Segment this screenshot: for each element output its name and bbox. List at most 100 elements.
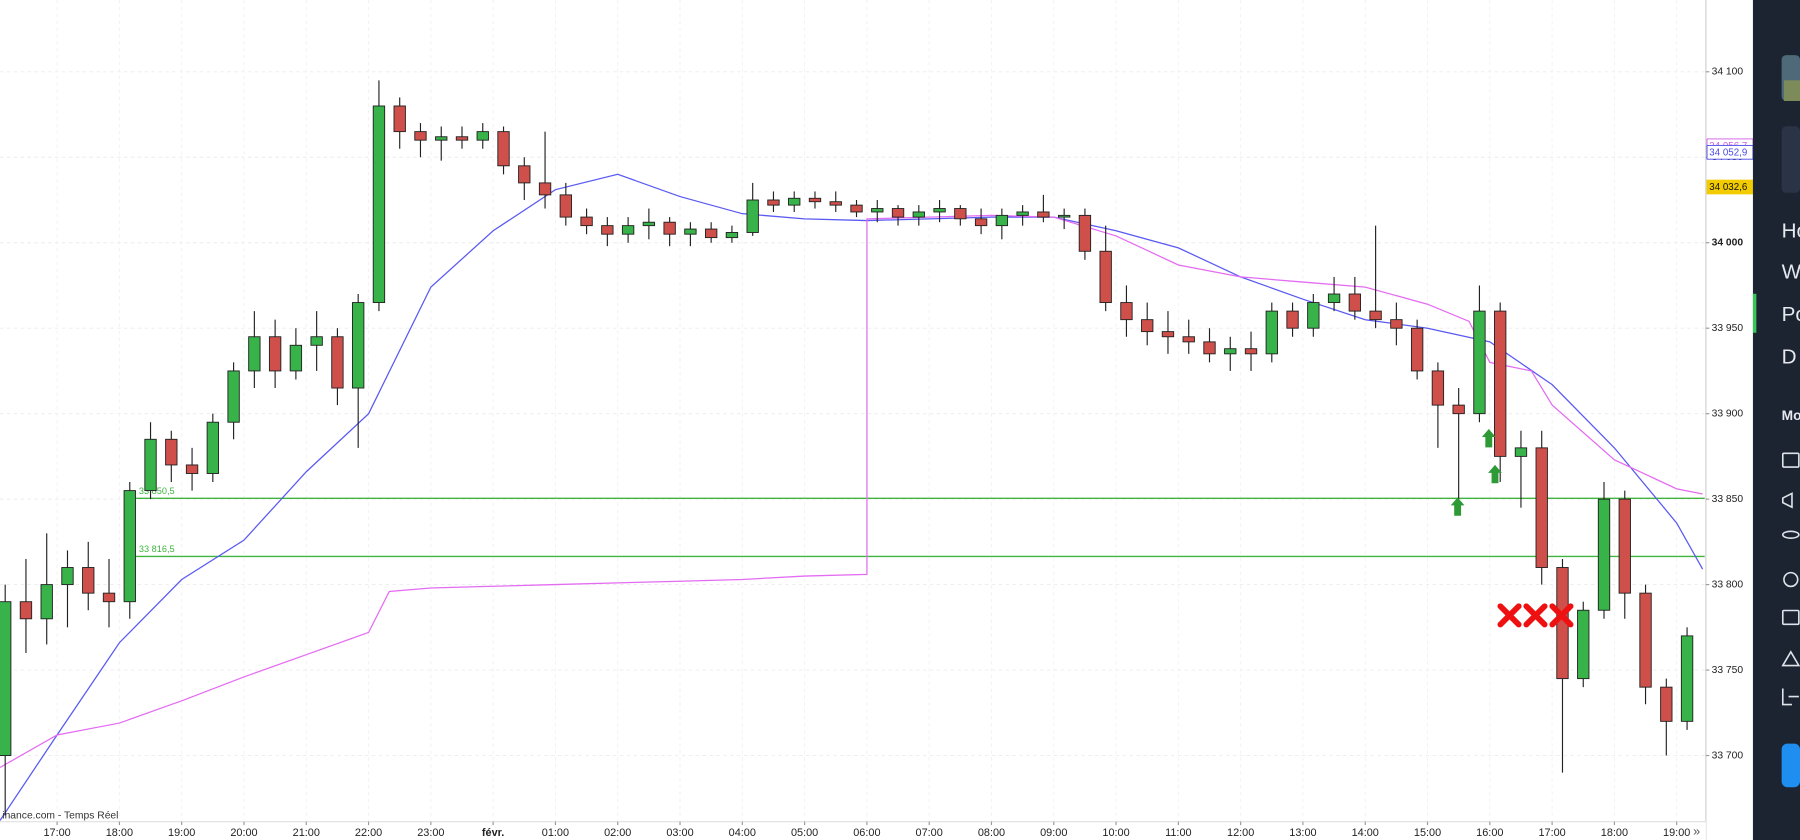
candle-body — [871, 208, 884, 213]
candle-body — [642, 221, 656, 227]
candle-body — [912, 211, 925, 218]
candle-body — [1660, 686, 1673, 722]
y-tick-label: 33 950 — [1712, 323, 1744, 334]
candle-body — [1577, 609, 1590, 680]
candle-body — [1390, 319, 1403, 329]
candle-body — [1037, 211, 1050, 218]
candle-body — [850, 204, 863, 213]
x-tick-label: 10:00 — [1102, 827, 1129, 839]
x-tick-label: 19:00 — [1663, 827, 1690, 839]
candle-body — [601, 225, 614, 235]
candle-body — [1307, 302, 1320, 329]
candle-body — [352, 302, 365, 389]
y-tick-label: 33 800 — [1712, 579, 1744, 590]
active-indicator — [1752, 293, 1757, 333]
candle-body — [621, 225, 635, 235]
candle-body — [248, 336, 261, 372]
candle-body — [995, 214, 1009, 227]
candle-body — [1099, 250, 1112, 304]
candle-body — [1078, 214, 1092, 252]
axes: 33 700 33 750 33 800 33 850 33 900 33 950 34 0… — [43, 67, 1754, 839]
candle-body — [165, 438, 178, 466]
candle-body — [1431, 370, 1445, 406]
candle-body — [891, 208, 905, 218]
candle-body — [206, 421, 219, 474]
data-source: inance.com - Temps Réel — [2, 811, 118, 822]
x-tick-label: 14:00 — [1352, 827, 1379, 839]
x-tick-label: 01:00 — [542, 827, 569, 839]
x-tick-label: 21:00 — [293, 827, 320, 839]
candle-body — [414, 131, 427, 141]
candle-body — [1410, 327, 1424, 372]
candle-body — [310, 336, 323, 346]
alert-icon[interactable] — [1781, 650, 1800, 667]
sell-cross — [1549, 603, 1574, 628]
x-tick-label: 23:00 — [417, 827, 444, 839]
price-tag-label: 34 032,6 — [1709, 182, 1747, 193]
candle-body — [1535, 447, 1548, 568]
settings-icon[interactable] — [1783, 571, 1799, 588]
time-axis-panel — [0, 821, 1706, 840]
candle-body — [1514, 447, 1528, 457]
candle-body — [1286, 310, 1299, 329]
x-tick-label: 18:00 — [106, 827, 133, 839]
x-tick-label: 07:00 — [916, 827, 943, 839]
candle-body — [331, 336, 344, 389]
level-label: 33 850,5 — [139, 486, 175, 496]
candle-body — [0, 601, 12, 756]
candle-body — [227, 370, 240, 423]
candle-body — [788, 197, 801, 206]
y-tick-label: 33 850 — [1712, 494, 1744, 505]
sidebar-card — [1781, 126, 1800, 193]
candle-body — [1182, 336, 1195, 343]
candle-body — [1161, 331, 1175, 338]
candle-body — [954, 208, 967, 220]
help-icon[interactable] — [1781, 609, 1800, 626]
x-tick-label: 06:00 — [853, 827, 880, 839]
sidebar-menu-item[interactable]: D — [1782, 345, 1797, 368]
candle-body — [289, 344, 303, 372]
sidebar-menu-item[interactable]: Po — [1782, 303, 1800, 326]
candle-body — [455, 136, 469, 141]
y-tick-label: 33 900 — [1712, 408, 1744, 419]
level-label: 33 816,5 — [139, 544, 175, 554]
x-tick-label: 22:00 — [355, 827, 382, 839]
x-tick-label: 02:00 — [604, 827, 631, 839]
y-tick-label: 33 700 — [1712, 750, 1744, 761]
y-tick-label: 33 750 — [1712, 665, 1744, 676]
x-tick-label: 11:00 — [1165, 827, 1191, 839]
candle-body — [40, 584, 53, 620]
x-tick-label: 19:00 — [168, 827, 195, 839]
candle-body — [704, 228, 718, 239]
x-tick-label: 05:00 — [791, 827, 818, 839]
scroll-right-button[interactable]: » — [1693, 824, 1700, 838]
candle-body — [933, 208, 946, 213]
sidebar-menu-item[interactable]: Ho — [1782, 219, 1800, 242]
candle-body — [518, 165, 531, 184]
candle-body — [102, 592, 116, 603]
sidebar-menu-item[interactable]: W — [1782, 261, 1800, 284]
candle-body — [1348, 293, 1362, 312]
candle-body — [1016, 211, 1029, 216]
candle-body — [1141, 319, 1154, 333]
megaphone-icon[interactable] — [1781, 492, 1793, 509]
x-tick-label: 15:00 — [1414, 827, 1441, 839]
x-tick-label: 04:00 — [729, 827, 756, 839]
coins-icon[interactable] — [1781, 530, 1800, 539]
candle-body — [435, 136, 448, 141]
sidebar-section-title: Mo — [1782, 408, 1800, 423]
sidebar-button[interactable] — [1781, 743, 1800, 788]
calendar-icon[interactable] — [1781, 452, 1800, 468]
candle-body — [684, 228, 697, 235]
candle-body — [1597, 498, 1611, 611]
candle-body — [1639, 592, 1652, 688]
x-tick-label: 03:00 — [666, 827, 693, 839]
x-tick-label: 09:00 — [1040, 827, 1067, 839]
candle-body — [497, 131, 510, 167]
candle-body — [185, 464, 199, 474]
y-tick-label: 34 000 — [1712, 237, 1744, 248]
candle-body — [1452, 404, 1465, 415]
logout-icon[interactable] — [1781, 688, 1799, 706]
